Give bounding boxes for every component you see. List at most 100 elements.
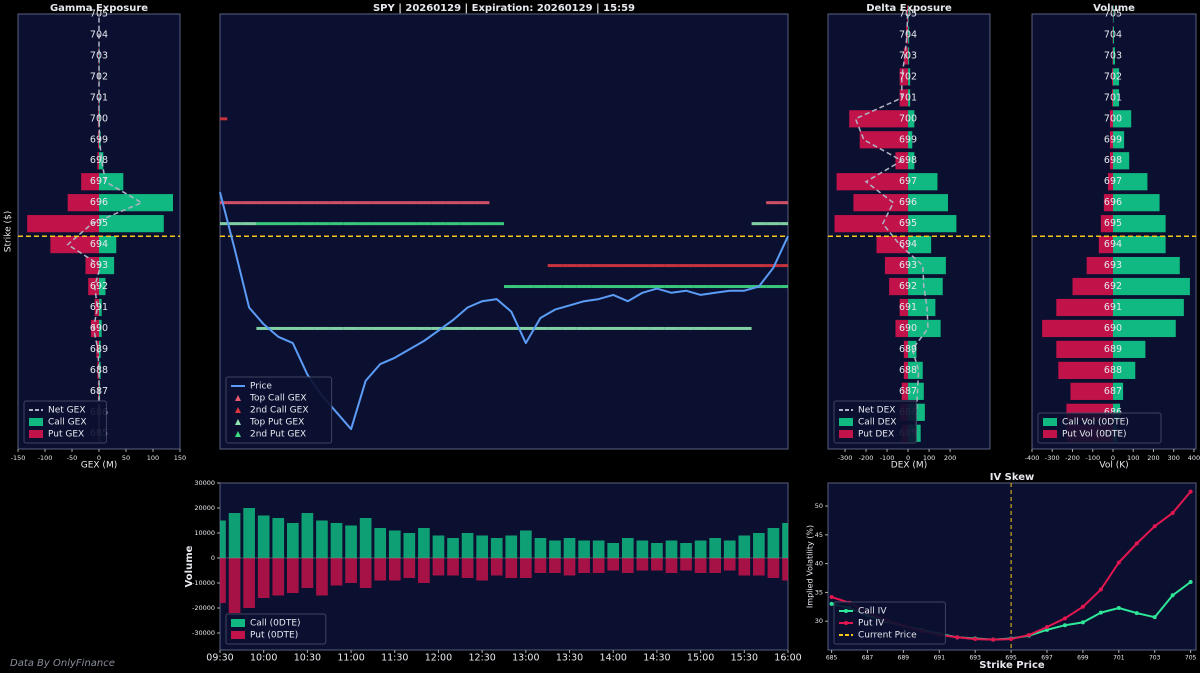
bar — [899, 298, 909, 317]
x-tick-label: 695 — [1005, 655, 1017, 662]
strike-label: 702 — [899, 71, 917, 82]
gex-level — [300, 222, 315, 226]
bar — [753, 558, 765, 576]
gex-level — [431, 201, 446, 205]
legend-label: Put DEX — [858, 430, 894, 440]
bar — [1112, 215, 1166, 233]
bar — [1112, 256, 1180, 275]
y-tick-label: 40 — [815, 560, 823, 568]
bar — [908, 89, 911, 107]
bar — [908, 152, 915, 170]
gex-level — [358, 222, 373, 226]
bar — [374, 528, 387, 558]
gex-level — [416, 201, 432, 205]
point — [1134, 611, 1139, 616]
bar — [1112, 277, 1190, 296]
legend-swatch — [839, 430, 853, 438]
x-tick-label: -100 — [880, 454, 895, 462]
point — [1045, 624, 1050, 629]
bar — [636, 540, 649, 558]
gex-level — [445, 222, 461, 226]
bar — [905, 26, 909, 44]
bar — [767, 558, 780, 578]
point — [1098, 587, 1103, 592]
legend-label: 2nd Put GEX — [250, 430, 306, 440]
strike-label: 699 — [899, 134, 917, 145]
gex-level — [314, 222, 330, 226]
x-tick-label: 10:30 — [294, 653, 321, 664]
strike-label: 689 — [90, 344, 108, 355]
legend-swatch — [235, 419, 241, 425]
point — [1062, 623, 1067, 628]
gex-level — [751, 222, 767, 226]
strike-label: 688 — [899, 365, 917, 376]
bar — [903, 47, 909, 65]
strike-label: 689 — [899, 344, 917, 355]
bar — [859, 131, 909, 149]
gex-level — [693, 264, 708, 268]
strike-label: 693 — [90, 260, 108, 271]
bar — [908, 131, 913, 149]
legend-box — [23, 400, 107, 444]
x-tick-label: 15:30 — [731, 653, 758, 664]
bar — [97, 361, 99, 379]
point — [1080, 620, 1085, 625]
y-tick-label: -30000 — [192, 629, 215, 637]
gex-level — [300, 201, 315, 205]
strike-label: 705 — [899, 9, 917, 20]
bar — [908, 194, 948, 212]
bar — [592, 558, 605, 573]
gex-level — [737, 326, 752, 330]
bar — [694, 558, 707, 573]
x-tick-label: -100 — [38, 454, 53, 462]
strike-label: 686 — [1104, 407, 1122, 418]
legend-swatch — [231, 619, 245, 627]
bar — [563, 538, 576, 558]
bar — [903, 340, 909, 359]
strike-label: 692 — [90, 281, 108, 292]
strike-label: 703 — [90, 50, 108, 61]
bar — [1112, 298, 1184, 317]
bar — [345, 525, 357, 558]
point — [1116, 560, 1121, 565]
gex-level — [343, 326, 359, 330]
bar — [461, 558, 474, 578]
gex-level — [737, 264, 752, 268]
bar — [908, 110, 915, 128]
net-line — [854, 13, 929, 434]
legend-swatch — [1043, 418, 1057, 426]
gex-level — [474, 326, 490, 330]
bar — [665, 558, 678, 573]
gex-level — [664, 264, 679, 268]
bar — [418, 558, 430, 583]
bar — [220, 558, 226, 603]
gex-level — [591, 326, 606, 330]
gex-level — [518, 285, 534, 289]
gex-level — [562, 285, 577, 289]
strike-label: 693 — [1104, 260, 1122, 271]
gex-level — [314, 201, 330, 205]
strike-label: 698 — [1104, 155, 1122, 166]
bar — [1112, 403, 1121, 421]
bar — [834, 215, 909, 233]
bar — [908, 26, 910, 44]
bar — [908, 256, 946, 275]
x-tick-label: 11:30 — [381, 653, 408, 664]
legend-label: Call GEX — [48, 418, 87, 428]
bar — [50, 236, 99, 254]
bar — [388, 530, 401, 558]
legend-label: Call (0DTE) — [250, 619, 301, 629]
gex-level — [416, 326, 432, 330]
chart-title: Delta Exposure — [866, 3, 952, 14]
gex-level — [664, 326, 679, 330]
gex-level — [220, 222, 228, 226]
legend-label: Put (0DTE) — [250, 631, 298, 641]
strike-label: 700 — [899, 113, 917, 124]
bar — [228, 558, 241, 613]
gex-level — [270, 222, 286, 226]
gex-level — [547, 326, 563, 330]
x-axis-label: Vol (K) — [1099, 461, 1128, 471]
x-tick-label: -50 — [67, 454, 78, 462]
chart-title: IV Skew — [990, 472, 1035, 483]
bar — [903, 361, 909, 379]
